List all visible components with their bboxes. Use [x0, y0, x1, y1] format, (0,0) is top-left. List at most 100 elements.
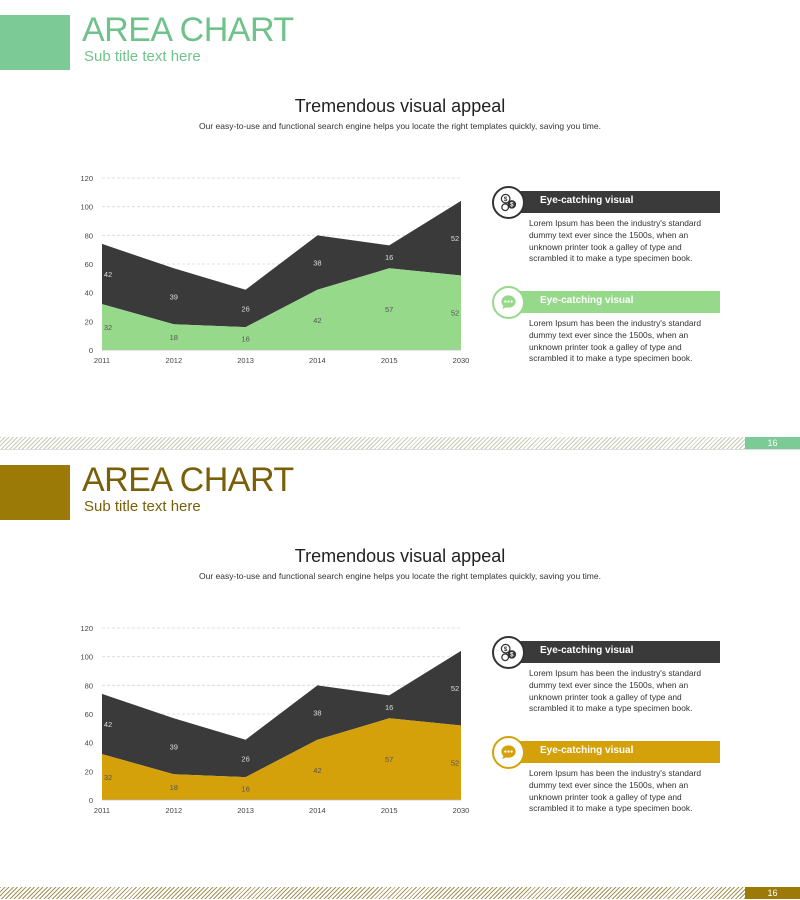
x-tick-label: 2011 — [94, 356, 110, 365]
data-label: 57 — [385, 305, 393, 314]
card-header-bar: Eye-catching visual — [502, 741, 720, 763]
y-tick-label: 20 — [85, 317, 93, 326]
x-tick-label: 2014 — [309, 806, 326, 815]
coins-icon: $ $ — [500, 643, 517, 662]
x-tick-label: 2030 — [453, 806, 470, 815]
y-tick-label: 120 — [80, 174, 93, 183]
slide-subtitle: Sub title text here — [84, 498, 201, 515]
card-header-bar: Eye-catching visual — [502, 291, 720, 313]
coins-icon: $ $ — [500, 193, 517, 212]
y-tick-label: 100 — [80, 203, 93, 212]
y-tick-label: 100 — [80, 653, 93, 662]
data-label: 57 — [385, 755, 393, 764]
data-label: 32 — [104, 773, 112, 782]
y-tick-label: 80 — [85, 681, 93, 690]
x-tick-label: 2014 — [309, 356, 326, 365]
data-label: 52 — [451, 759, 459, 768]
data-label: 16 — [241, 785, 249, 794]
data-label: 42 — [313, 316, 321, 325]
data-label: 52 — [451, 309, 459, 318]
area-series-lower — [102, 268, 461, 350]
page-number: 16 — [745, 437, 800, 449]
title-accent-block — [0, 15, 70, 70]
info-card-2: Eye-catching visual Lorem Ipsum has been… — [492, 286, 722, 366]
slide-subtitle: Sub title text here — [84, 48, 201, 65]
info-card-1: Eye-catching visual $ $ Lorem Ipsum has … — [492, 186, 722, 266]
x-tick-label: 2030 — [453, 356, 470, 365]
data-label: 16 — [385, 253, 393, 262]
chat-bubble-icon — [501, 295, 516, 310]
info-card-2: Eye-catching visual Lorem Ipsum has been… — [492, 736, 722, 816]
chat-bubble-icon — [501, 745, 516, 760]
card-title: Eye-catching visual — [540, 645, 634, 656]
title-rest: CHART — [170, 11, 295, 49]
title-bold: AREA — [82, 11, 171, 49]
x-tick-label: 2013 — [237, 356, 254, 365]
card-header-bar: Eye-catching visual — [502, 641, 720, 663]
svg-text:$: $ — [510, 202, 514, 209]
card-body-text: Lorem Ipsum has been the industry's stan… — [529, 318, 701, 364]
x-tick-label: 2015 — [381, 356, 398, 365]
card-icon-ring — [492, 286, 525, 319]
data-label: 42 — [313, 766, 321, 775]
description: Our easy-to-use and functional search en… — [199, 571, 601, 581]
area-series-lower — [102, 718, 461, 800]
title-accent-block — [0, 465, 70, 520]
y-tick-label: 80 — [85, 231, 93, 240]
data-label: 16 — [385, 703, 393, 712]
footer-hatch — [0, 437, 745, 449]
y-tick-label: 40 — [85, 289, 93, 298]
y-tick-label: 40 — [85, 739, 93, 748]
card-icon-ring: $ $ — [492, 636, 525, 669]
headline: Tremendous visual appeal — [294, 96, 506, 116]
description: Our easy-to-use and functional search en… — [199, 121, 601, 131]
title-rest: CHART — [170, 461, 295, 499]
headline: Tremendous visual appeal — [294, 546, 506, 566]
data-label: 16 — [241, 335, 249, 344]
card-header-bar: Eye-catching visual — [502, 191, 720, 213]
y-tick-label: 0 — [89, 796, 93, 805]
slide-2: AREA CHART Sub title text here Tremendou… — [0, 450, 800, 900]
y-tick-label: 0 — [89, 346, 93, 355]
data-label: 26 — [241, 754, 249, 763]
y-tick-label: 20 — [85, 767, 93, 776]
card-title: Eye-catching visual — [540, 195, 634, 206]
slide-1: AREA CHART Sub title text here Tremendou… — [0, 10, 800, 450]
x-tick-label: 2012 — [165, 806, 182, 815]
card-title: Eye-catching visual — [540, 745, 634, 756]
footer-hatch — [0, 887, 745, 899]
slide-title: AREA CHART — [82, 10, 294, 50]
data-label: 39 — [170, 292, 178, 301]
x-tick-label: 2015 — [381, 806, 398, 815]
data-label: 52 — [451, 234, 459, 243]
data-label: 52 — [451, 684, 459, 693]
card-title: Eye-catching visual — [540, 295, 634, 306]
svg-text:$: $ — [510, 652, 514, 659]
card-icon-ring — [492, 736, 525, 769]
card-body-text: Lorem Ipsum has been the industry's stan… — [529, 768, 701, 814]
x-tick-label: 2012 — [165, 356, 182, 365]
title-bold: AREA — [82, 461, 171, 499]
data-label: 39 — [170, 742, 178, 751]
y-tick-label: 120 — [80, 624, 93, 633]
data-label: 42 — [104, 270, 112, 279]
area-chart: 0 20 40 60 80 100 120 32 18 16 42 57 52 42 39 26 38 16 52 2… — [80, 624, 470, 815]
y-tick-label: 60 — [85, 710, 93, 719]
data-label: 38 — [313, 259, 321, 268]
slide-divider — [0, 449, 800, 450]
data-label: 38 — [313, 709, 321, 718]
svg-text:$: $ — [504, 646, 508, 653]
x-tick-label: 2011 — [94, 806, 110, 815]
data-label: 26 — [241, 304, 249, 313]
x-tick-label: 2013 — [237, 806, 254, 815]
info-card-1: Eye-catching visual $ $ Lorem Ipsum has … — [492, 636, 722, 716]
area-series-upper — [102, 200, 461, 328]
card-body-text: Lorem Ipsum has been the industry's stan… — [529, 668, 701, 714]
data-label: 32 — [104, 323, 112, 332]
data-label: 18 — [170, 333, 178, 342]
data-label: 18 — [170, 783, 178, 792]
svg-text:$: $ — [504, 196, 508, 203]
data-label: 42 — [104, 720, 112, 729]
area-series-upper — [102, 650, 461, 778]
area-chart: 0 20 40 60 80 100 120 32 18 16 42 57 52 42 39 26 38 16 52 2… — [80, 174, 470, 365]
